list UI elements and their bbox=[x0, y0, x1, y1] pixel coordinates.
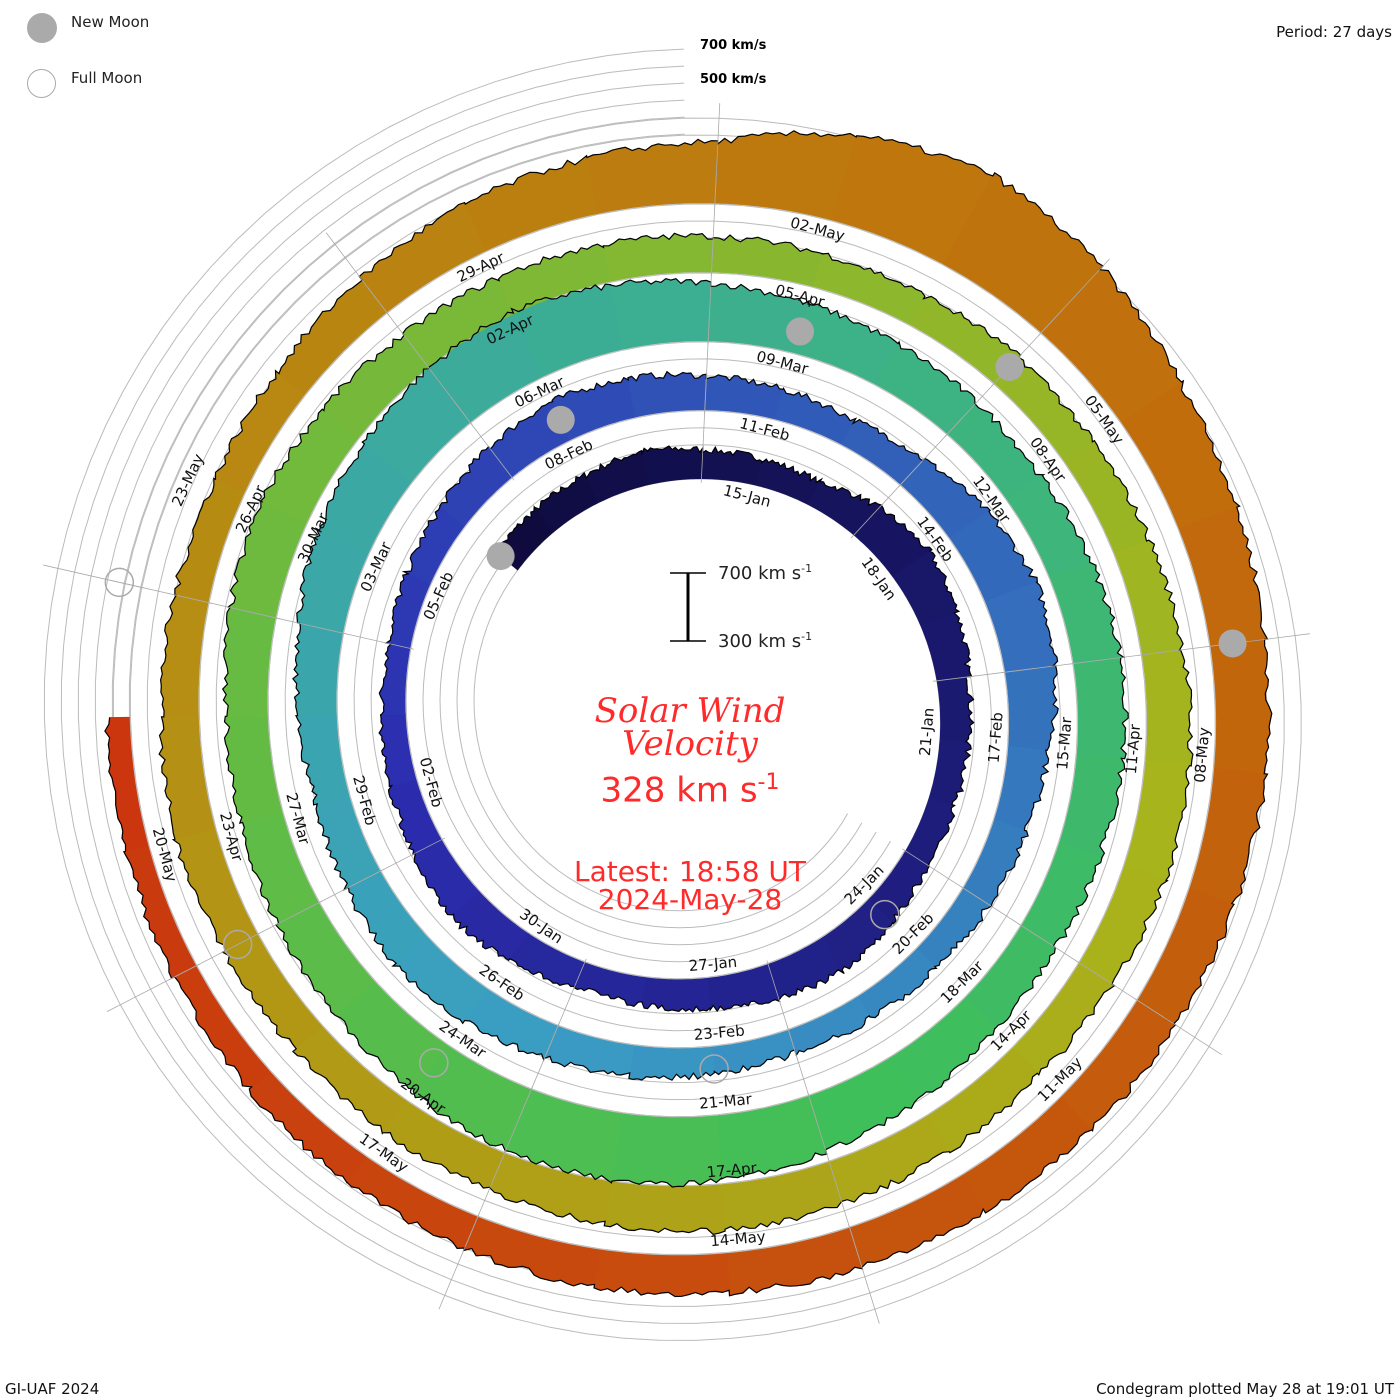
radial-line-02-May bbox=[714, 103, 721, 208]
velocity-bar-day-50 bbox=[295, 714, 350, 806]
velocity-bar-day-71 bbox=[611, 1113, 722, 1188]
latest-time: Latest: 18:58 UT 2024-May-28 bbox=[520, 858, 860, 914]
period-label: Period: 27 days bbox=[1276, 23, 1392, 41]
velocity-bar-day-3 bbox=[641, 445, 704, 486]
ring-label-500: 500 km/s bbox=[700, 72, 767, 87]
radial-line-14-May bbox=[848, 1224, 880, 1324]
velocity-bar-day-98 bbox=[603, 1181, 726, 1235]
velocity-bar-day-112 bbox=[714, 130, 857, 221]
date-label: 27-Jan bbox=[688, 953, 738, 975]
velocity-bar-day-57 bbox=[610, 278, 712, 350]
velocity-bar-day-93 bbox=[1079, 865, 1169, 985]
scale-top-label: 700 km s-1 bbox=[718, 562, 813, 584]
date-label: 11-Apr bbox=[1122, 723, 1144, 775]
velocity-bar-day-64 bbox=[1073, 657, 1129, 760]
radial-line-20-May bbox=[106, 963, 200, 1013]
new-moon-icon bbox=[486, 542, 515, 571]
velocity-bar-day-85 bbox=[711, 234, 823, 287]
latest-date: 2024-May-28 bbox=[597, 883, 783, 916]
legend-new-moon: New Moon bbox=[71, 13, 150, 31]
full-moon-icon bbox=[222, 929, 253, 960]
radial-line-17-May bbox=[438, 1213, 480, 1310]
radial-lines bbox=[43, 103, 1310, 1324]
title-line-2: Velocity bbox=[622, 724, 758, 764]
date-label: 14-May bbox=[709, 1227, 766, 1250]
velocity-bar-day-111 bbox=[586, 138, 719, 214]
ring-label-700: 700 km/s bbox=[700, 38, 767, 53]
velocity-bar-day-84 bbox=[602, 232, 714, 282]
date-label: 23-Feb bbox=[693, 1021, 745, 1044]
date-label: 15-Mar bbox=[1053, 716, 1075, 771]
current-velocity: 328 km s-1 bbox=[600, 770, 780, 811]
date-label: 23-May bbox=[168, 451, 208, 509]
date-label: 08-May bbox=[1191, 726, 1214, 783]
legend-full-moon: Full Moon bbox=[71, 69, 143, 87]
velocity-bands bbox=[104, 130, 1273, 1298]
credit-label: GI-UAF 2024 bbox=[5, 1380, 100, 1398]
velocity-bar-day-91 bbox=[1141, 649, 1194, 767]
velocity-bar-day-104 bbox=[158, 716, 216, 840]
velocity-bar-day-118 bbox=[1210, 639, 1273, 775]
velocity-bar-day-90 bbox=[1114, 539, 1184, 656]
moon-markers bbox=[104, 317, 1247, 1084]
velocity-bar-day-92 bbox=[1124, 760, 1191, 881]
new-moon-icon bbox=[995, 352, 1024, 381]
velocity-bar-day-39 bbox=[963, 819, 1029, 907]
velocity-bar-day-17 bbox=[641, 977, 711, 1013]
full-moon-icon bbox=[699, 1054, 729, 1084]
velocity-bar-day-9 bbox=[920, 612, 973, 682]
velocity-bar-day-42 bbox=[788, 996, 870, 1057]
plotted-timestamp: Condegram plotted May 28 at 19:01 UT bbox=[1096, 1380, 1394, 1398]
new-moon-icon bbox=[786, 317, 815, 346]
latest-label: Latest: 18:58 UT bbox=[573, 855, 807, 888]
radial-line-23-May bbox=[43, 564, 145, 589]
new-moon-icon bbox=[546, 405, 575, 434]
new-moon-icon bbox=[27, 13, 57, 43]
velocity-bar-day-37 bbox=[1005, 665, 1059, 751]
title-line-1: Solar Wind bbox=[594, 691, 786, 731]
new-moon-icon bbox=[1218, 629, 1247, 658]
chart-title: Solar Wind Velocity bbox=[540, 691, 840, 764]
velocity-bar-day-51 bbox=[292, 623, 343, 717]
scale-bar bbox=[670, 572, 706, 642]
date-label: 21-Mar bbox=[698, 1090, 753, 1113]
velocity-bar-day-131 bbox=[104, 716, 149, 852]
velocity-bar-day-31 bbox=[704, 374, 784, 420]
scale-bottom-label: 300 km s-1 bbox=[718, 630, 813, 652]
full-moon-icon bbox=[419, 1048, 449, 1078]
radial-line-05-May bbox=[1038, 258, 1110, 336]
full-moon-icon bbox=[870, 899, 900, 930]
velocity-bar-day-41 bbox=[857, 948, 938, 1018]
full-moon-icon bbox=[104, 567, 135, 598]
date-label: 17-Apr bbox=[706, 1159, 758, 1182]
velocity-bar-day-45 bbox=[543, 1025, 635, 1076]
radial-line-29-Apr bbox=[325, 232, 390, 316]
velocity-bar-day-126 bbox=[463, 1216, 601, 1287]
date-label: 17-Feb bbox=[984, 711, 1006, 763]
radial-line-11-May bbox=[1134, 997, 1222, 1055]
date-label: 21-Jan bbox=[916, 707, 938, 757]
full-moon-icon bbox=[27, 69, 56, 98]
velocity-bar-day-66 bbox=[1021, 842, 1103, 947]
velocity-bar-day-125 bbox=[593, 1249, 730, 1297]
